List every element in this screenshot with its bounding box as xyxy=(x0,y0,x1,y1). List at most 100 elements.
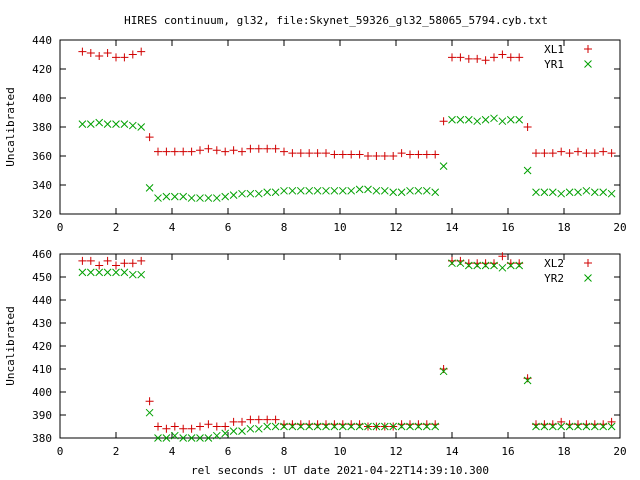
data-point-xl1 xyxy=(574,147,582,156)
data-point-yr1 xyxy=(532,188,540,197)
x-tick-label: 6 xyxy=(225,445,232,458)
data-point-yr1 xyxy=(187,194,196,202)
data-point-xl1 xyxy=(187,147,196,156)
data-point-yr1 xyxy=(439,162,448,171)
data-point-xl1 xyxy=(372,152,381,160)
data-point-xl1 xyxy=(95,51,104,60)
data-point-xl1 xyxy=(389,152,398,160)
data-point-xl1 xyxy=(590,149,599,158)
data-point-yr2 xyxy=(338,422,347,431)
data-point-yr1 xyxy=(271,188,280,197)
data-point-xl2 xyxy=(263,415,272,424)
data-point-yr1 xyxy=(254,189,263,198)
data-point-yr2 xyxy=(204,434,213,442)
y-tick-label: 400 xyxy=(32,92,52,105)
data-point-xl2 xyxy=(170,422,179,431)
data-point-yr2 xyxy=(95,268,104,277)
data-point-xl1 xyxy=(397,149,406,158)
data-point-xl1 xyxy=(380,152,389,160)
data-point-yr1 xyxy=(490,114,498,123)
data-point-yr2 xyxy=(607,422,616,431)
data-point-xl2 xyxy=(120,259,129,268)
data-point-yr1 xyxy=(128,121,137,130)
data-point-yr1 xyxy=(540,188,549,197)
data-point-xl1 xyxy=(103,49,112,58)
data-point-yr1 xyxy=(296,186,305,195)
x-tick-label: 16 xyxy=(501,445,514,458)
data-point-yr2 xyxy=(78,268,87,277)
data-point-xl2 xyxy=(212,422,221,431)
data-point-xl1 xyxy=(137,47,146,56)
legend-marker-yr2 xyxy=(584,274,592,282)
data-point-xl2 xyxy=(238,417,246,426)
y-tick-label: 410 xyxy=(32,363,52,376)
legend-label-xl2: XL2 xyxy=(544,257,564,270)
legend-label-yr2: YR2 xyxy=(544,272,564,285)
legend-label-yr1: YR1 xyxy=(544,58,564,71)
data-point-yr2 xyxy=(112,268,120,277)
data-point-xl1 xyxy=(128,50,137,59)
data-point-xl1 xyxy=(548,149,557,158)
data-point-xl1 xyxy=(288,149,297,158)
data-point-xl2 xyxy=(271,415,280,424)
data-point-yr2 xyxy=(271,422,280,431)
data-point-xl1 xyxy=(322,149,330,158)
x-axis-label: rel seconds : UT date 2021-04-22T14:39:1… xyxy=(191,464,489,477)
data-point-yr2 xyxy=(456,259,465,268)
data-point-xl1 xyxy=(557,147,566,156)
data-point-yr1 xyxy=(582,186,591,195)
data-point-xl1 xyxy=(271,144,280,153)
data-point-xl1 xyxy=(540,149,549,158)
x-tick-label: 4 xyxy=(169,445,176,458)
data-point-yr2 xyxy=(397,422,406,431)
data-point-yr2 xyxy=(221,429,230,438)
legend-marker-xl1 xyxy=(584,45,592,53)
data-point-xl1 xyxy=(464,54,473,63)
data-point-xl1 xyxy=(532,149,540,158)
y-tick-label: 420 xyxy=(32,340,52,353)
x-tick-label: 18 xyxy=(557,445,570,458)
data-point-yr1 xyxy=(305,186,314,195)
data-point-xl1 xyxy=(238,147,246,156)
data-point-xl1 xyxy=(296,149,305,158)
data-point-yr2 xyxy=(128,270,137,279)
data-point-yr2 xyxy=(506,261,515,270)
x-tick-label: 16 xyxy=(501,221,514,234)
x-tick-label: 14 xyxy=(445,221,459,234)
data-point-yr1 xyxy=(78,120,87,128)
data-point-xl2 xyxy=(204,420,213,429)
x-tick-label: 8 xyxy=(281,445,288,458)
data-point-yr1 xyxy=(397,188,406,197)
data-point-xl2 xyxy=(78,256,87,265)
data-point-yr2 xyxy=(103,268,112,277)
data-point-xl1 xyxy=(112,53,120,62)
data-point-yr1 xyxy=(557,189,566,198)
data-point-xl2 xyxy=(95,261,104,270)
data-point-yr1 xyxy=(599,188,608,197)
data-point-yr1 xyxy=(523,166,532,175)
data-point-xl2 xyxy=(128,259,137,268)
data-point-xl1 xyxy=(582,149,591,158)
data-point-yr1 xyxy=(515,115,524,124)
data-point-yr1 xyxy=(288,186,297,195)
x-tick-label: 20 xyxy=(613,445,626,458)
x-tick-label: 12 xyxy=(389,221,402,234)
x-tick-label: 12 xyxy=(389,445,402,458)
data-point-yr2 xyxy=(280,422,288,431)
y-tick-label: 430 xyxy=(32,317,52,330)
data-point-yr1 xyxy=(162,192,171,201)
data-point-yr2 xyxy=(448,259,456,268)
data-point-yr1 xyxy=(464,115,473,124)
data-point-yr2 xyxy=(238,427,246,435)
data-point-yr1 xyxy=(414,186,423,195)
data-point-yr2 xyxy=(179,434,188,442)
x-tick-label: 20 xyxy=(613,221,626,234)
data-point-yr2 xyxy=(229,427,238,435)
data-point-xl2 xyxy=(103,256,112,265)
data-point-xl1 xyxy=(439,117,448,126)
data-point-yr1 xyxy=(246,189,255,198)
data-point-xl1 xyxy=(280,147,288,156)
data-point-xl1 xyxy=(481,56,490,65)
data-point-xl2 xyxy=(86,256,95,265)
data-point-yr2 xyxy=(540,422,549,431)
